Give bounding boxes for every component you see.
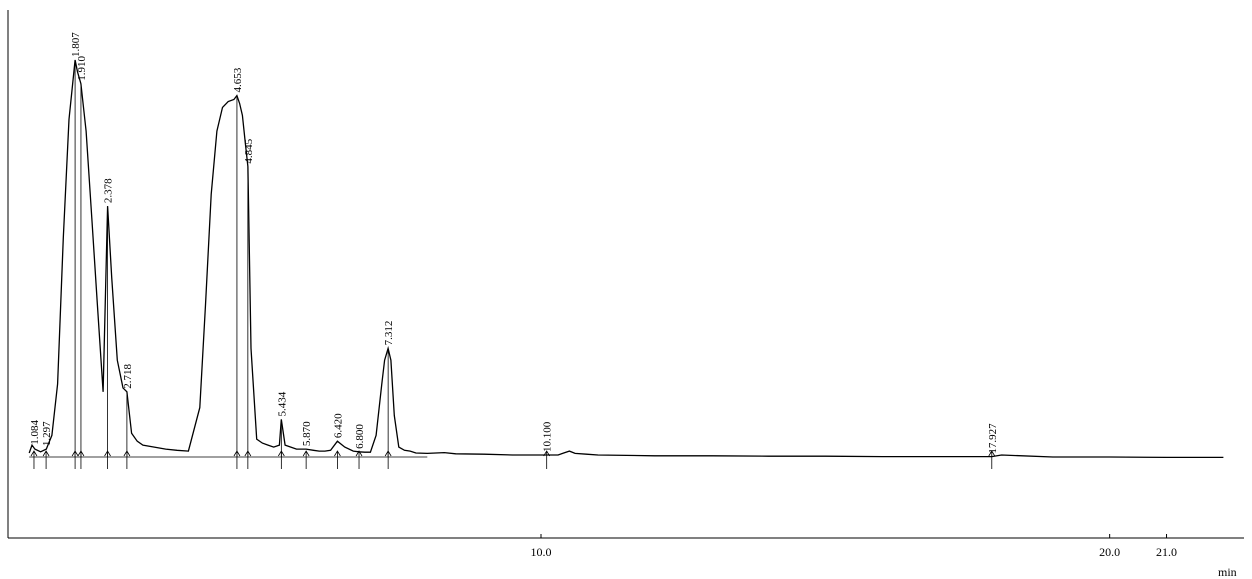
peak-label: 1.297	[41, 421, 53, 446]
peak-label: 10.100	[542, 421, 554, 452]
peak-label: 5.434	[276, 391, 288, 416]
peak-label: 4.845	[243, 138, 255, 163]
peak-label: 17.927	[987, 423, 999, 454]
peak-label: 6.800	[354, 424, 366, 449]
integration-marker	[71, 450, 79, 469]
integration-marker	[355, 450, 363, 469]
peak-label: 1.910	[76, 55, 88, 80]
integration-marker	[42, 450, 50, 469]
peak-label: 1.807	[70, 32, 82, 57]
integration-marker	[104, 450, 111, 469]
integration-marker	[384, 450, 392, 469]
peak-label: 6.420	[332, 413, 344, 438]
integration-marker	[77, 450, 85, 469]
peak-label: 5.870	[301, 421, 313, 446]
integration-marker	[278, 450, 285, 469]
integration-marker	[233, 450, 241, 469]
peak-label: 1.084	[29, 420, 41, 445]
x-axis-label: min	[1218, 565, 1237, 579]
peak-label: 2.378	[103, 178, 115, 203]
peak-label: 4.653	[232, 67, 244, 92]
x-ticks: 10.0 20.0 21.0	[531, 534, 1177, 559]
integration-marker	[244, 450, 252, 469]
integration-marker	[543, 450, 551, 469]
integration-markers	[30, 450, 996, 469]
integration-marker	[988, 450, 996, 469]
chromatogram-trace	[28, 59, 1224, 459]
integration-marker	[123, 450, 131, 469]
peak-drop-lines	[74, 60, 389, 457]
integration-marker	[334, 450, 341, 469]
x-tick-label: 10.0	[531, 545, 552, 559]
integration-marker	[30, 450, 38, 469]
x-tick-label: 20.0	[1099, 545, 1120, 559]
integration-marker	[302, 450, 310, 469]
peak-label: 7.312	[383, 321, 395, 346]
x-tick-label: 21.0	[1156, 545, 1177, 559]
peak-label: 2.718	[122, 364, 134, 389]
